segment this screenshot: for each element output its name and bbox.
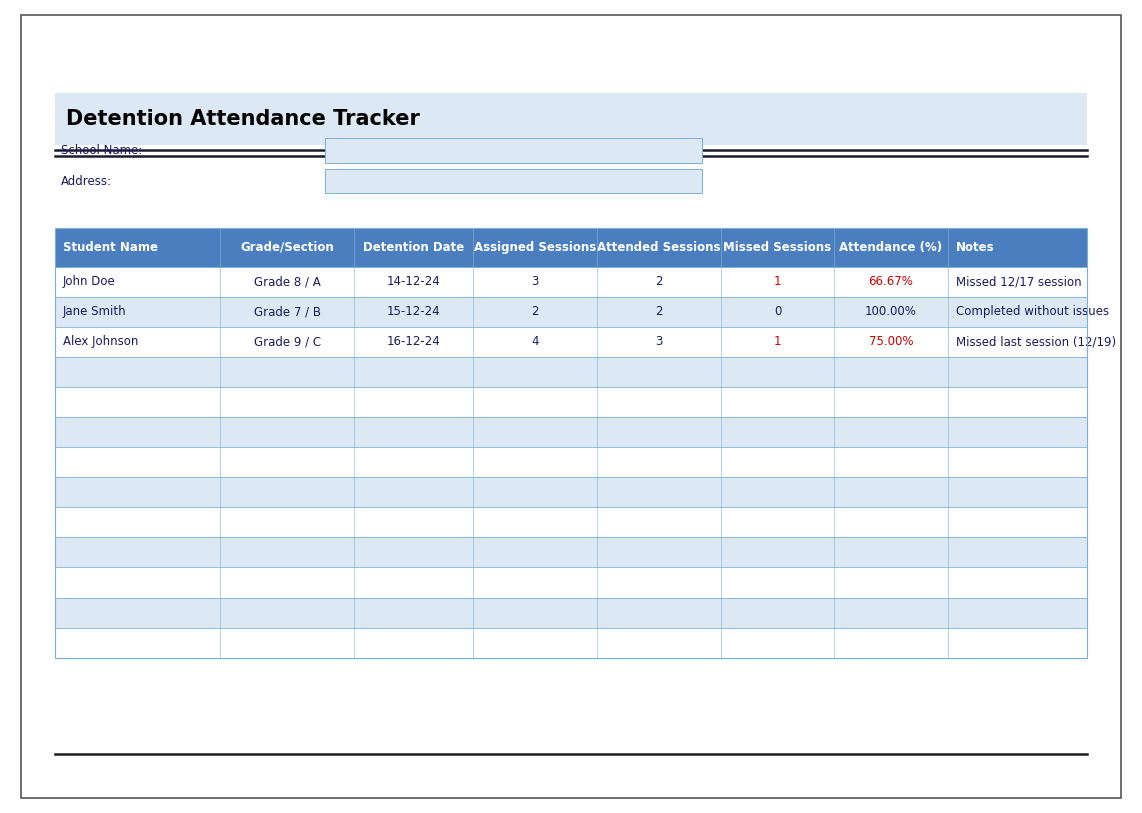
FancyBboxPatch shape <box>55 387 1087 417</box>
FancyBboxPatch shape <box>55 417 1087 447</box>
Text: 0: 0 <box>774 306 781 318</box>
FancyBboxPatch shape <box>55 357 1087 387</box>
Text: 66.67%: 66.67% <box>869 276 914 288</box>
Text: Detention Date: Detention Date <box>363 241 464 254</box>
Text: 16-12-24: 16-12-24 <box>387 336 441 348</box>
Text: John Doe: John Doe <box>63 276 115 288</box>
Text: 4: 4 <box>531 336 539 348</box>
Text: Jane Smith: Jane Smith <box>63 306 127 318</box>
Text: Grade 7 / B: Grade 7 / B <box>254 306 321 318</box>
FancyBboxPatch shape <box>21 15 1121 798</box>
Text: Missed last session (12/19): Missed last session (12/19) <box>956 336 1116 348</box>
Text: Completed without issues: Completed without issues <box>956 306 1109 318</box>
FancyBboxPatch shape <box>55 93 1087 145</box>
Text: 2: 2 <box>531 306 539 318</box>
Text: Alex Johnson: Alex Johnson <box>63 336 138 348</box>
FancyBboxPatch shape <box>55 228 1087 267</box>
Text: 1: 1 <box>774 336 781 348</box>
FancyBboxPatch shape <box>55 327 1087 357</box>
Text: Grade 9 / C: Grade 9 / C <box>254 336 321 348</box>
FancyBboxPatch shape <box>55 297 1087 327</box>
Text: Missed 12/17 session: Missed 12/17 session <box>956 276 1081 288</box>
Text: Attended Sessions: Attended Sessions <box>597 241 721 254</box>
Text: 75.00%: 75.00% <box>869 336 914 348</box>
Text: 100.00%: 100.00% <box>866 306 917 318</box>
Text: 1: 1 <box>774 276 781 288</box>
Text: Address:: Address: <box>61 175 112 188</box>
Text: 3: 3 <box>656 336 662 348</box>
FancyBboxPatch shape <box>55 537 1087 567</box>
Text: Grade/Section: Grade/Section <box>240 241 333 254</box>
Text: 3: 3 <box>531 276 539 288</box>
FancyBboxPatch shape <box>55 447 1087 477</box>
FancyBboxPatch shape <box>325 138 702 163</box>
FancyBboxPatch shape <box>55 628 1087 658</box>
FancyBboxPatch shape <box>55 477 1087 507</box>
FancyBboxPatch shape <box>325 169 702 193</box>
Text: School Name:: School Name: <box>61 144 142 157</box>
Text: 14-12-24: 14-12-24 <box>387 276 441 288</box>
Text: Missed Sessions: Missed Sessions <box>723 241 831 254</box>
Text: Detention Attendance Tracker: Detention Attendance Tracker <box>66 109 420 129</box>
Text: Notes: Notes <box>956 241 995 254</box>
Text: 2: 2 <box>656 306 662 318</box>
Text: Assigned Sessions: Assigned Sessions <box>474 241 596 254</box>
FancyBboxPatch shape <box>55 507 1087 537</box>
Text: Student Name: Student Name <box>63 241 158 254</box>
FancyBboxPatch shape <box>55 598 1087 628</box>
FancyBboxPatch shape <box>55 567 1087 598</box>
FancyBboxPatch shape <box>55 267 1087 297</box>
Text: Grade 8 / A: Grade 8 / A <box>254 276 321 288</box>
Text: Attendance (%): Attendance (%) <box>839 241 942 254</box>
Text: 15-12-24: 15-12-24 <box>387 306 441 318</box>
Text: 2: 2 <box>656 276 662 288</box>
